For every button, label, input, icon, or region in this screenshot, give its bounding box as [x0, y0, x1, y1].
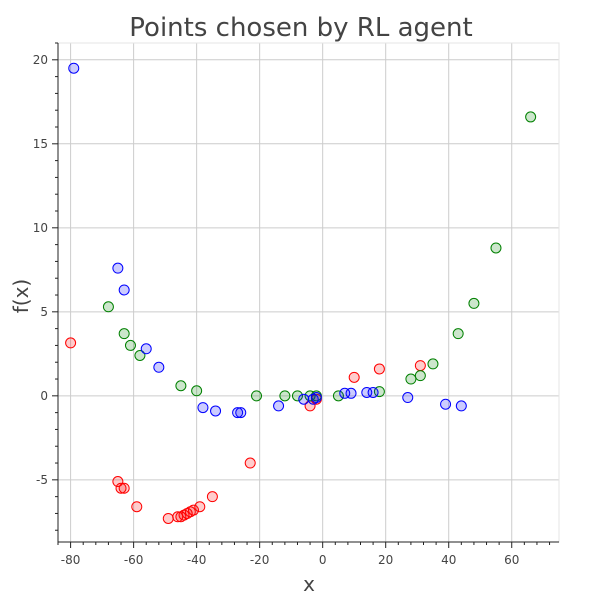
data-point — [298, 393, 310, 405]
x-tick-label: 20 — [378, 553, 393, 567]
data-point — [172, 511, 184, 523]
data-point — [251, 390, 263, 402]
data-point — [210, 405, 222, 417]
x-tick-label: -80 — [61, 553, 81, 567]
data-point — [427, 358, 439, 370]
data-point — [348, 371, 360, 383]
data-point — [452, 328, 464, 340]
data-point — [102, 301, 114, 313]
data-point — [115, 482, 127, 494]
y-tick-label: -5 — [36, 473, 48, 487]
data-point — [197, 402, 209, 414]
series-2 — [68, 62, 467, 419]
data-point — [175, 380, 187, 392]
data-point — [131, 501, 143, 513]
data-point — [194, 501, 206, 513]
data-point — [68, 62, 80, 74]
data-point — [153, 361, 165, 373]
x-tick-label: 60 — [504, 553, 519, 567]
data-point — [332, 390, 344, 402]
data-point — [206, 491, 218, 503]
data-point — [414, 370, 426, 382]
chart-title: Points chosen by RL agent — [129, 13, 472, 43]
data-point — [273, 400, 285, 412]
data-point — [112, 476, 124, 488]
x-tick-label: -40 — [187, 553, 207, 567]
grid-lines — [58, 43, 559, 542]
series-0 — [65, 337, 426, 524]
data-point — [244, 457, 256, 469]
data-point — [455, 400, 467, 412]
y-tick-label: 15 — [33, 137, 48, 151]
data-point — [118, 482, 130, 494]
x-axis-label: x — [303, 572, 315, 596]
data-point — [112, 262, 124, 274]
data-point — [291, 390, 303, 402]
data-point — [134, 350, 146, 362]
data-point — [345, 387, 357, 399]
data-point — [373, 363, 385, 375]
data-point — [367, 386, 379, 398]
axes: -80 -60 -40 -20 0 20 40 60 -5 0 5 10 15 20 — [33, 42, 559, 567]
data-point — [468, 297, 480, 309]
y-tick-label: 10 — [33, 221, 48, 235]
data-point — [490, 242, 502, 254]
data-point — [414, 360, 426, 372]
data-point — [124, 339, 136, 351]
y-axis-label: f(x) — [9, 279, 33, 313]
data-point — [118, 284, 130, 296]
data-point — [162, 512, 174, 524]
y-tick-label: 0 — [40, 389, 48, 403]
x-tick-label: -20 — [250, 553, 270, 567]
data-point — [279, 390, 291, 402]
data-point — [440, 398, 452, 410]
data-point — [310, 392, 322, 404]
data-point — [65, 337, 77, 349]
data-point — [235, 407, 247, 419]
data-point — [187, 504, 199, 516]
x-tick-label: -60 — [124, 553, 144, 567]
y-tick-label: 5 — [40, 305, 48, 319]
data-point — [402, 392, 414, 404]
data-points — [65, 62, 537, 524]
data-point — [191, 385, 203, 397]
data-point — [232, 407, 244, 419]
data-point — [405, 373, 417, 385]
x-tick-label: 0 — [319, 553, 327, 567]
y-tick-label: 20 — [33, 53, 48, 67]
data-point — [525, 111, 537, 123]
data-point — [140, 343, 152, 355]
data-point — [118, 328, 130, 340]
series-1 — [102, 111, 537, 402]
x-tick-label: 40 — [441, 553, 456, 567]
